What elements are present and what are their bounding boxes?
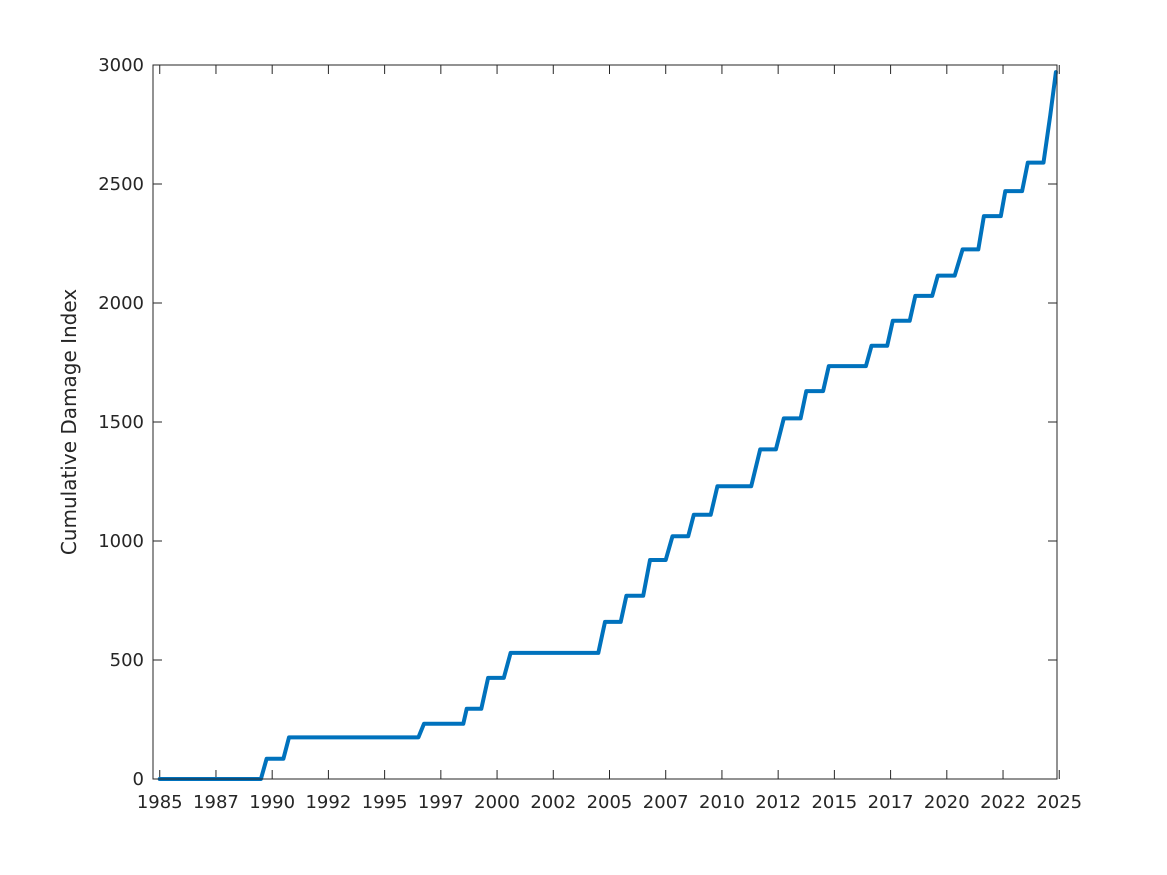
plot-frame <box>152 64 1058 780</box>
x-tick-label: 1992 <box>305 792 351 813</box>
x-tick-label: 1997 <box>418 792 464 813</box>
y-axis-label: Cumulative Damage Index <box>57 289 81 555</box>
x-tick-label: 2017 <box>868 792 914 813</box>
x-tick-label: 2010 <box>699 792 745 813</box>
x-tick-label: 1985 <box>137 792 183 813</box>
x-tick-label: 2022 <box>980 792 1026 813</box>
x-tick-label: 2012 <box>755 792 801 813</box>
x-tick-label: 2005 <box>587 792 633 813</box>
x-tick-label: 2015 <box>811 792 857 813</box>
x-tick-label: 2002 <box>530 792 576 813</box>
series-line-1 <box>157 70 1058 781</box>
x-tick-label: 2000 <box>474 792 520 813</box>
series-layer <box>157 70 1058 781</box>
y-tick-label: 500 <box>110 650 144 671</box>
x-tick-label: 2020 <box>924 792 970 813</box>
y-tick-label: 1000 <box>98 531 144 552</box>
y-tick-label: 0 <box>133 769 144 790</box>
x-axis-tick-labels: 1985 1987 1990 1992 1995 1997 2000 2002 2005 2007… <box>137 792 1082 813</box>
y-tick-label: 1500 <box>98 412 144 433</box>
x-tick-label: 1995 <box>362 792 408 813</box>
y-tick-label: 2500 <box>98 174 144 195</box>
x-axis-ticks <box>159 65 1060 779</box>
x-tick-label: 2007 <box>643 792 689 813</box>
y-axis-tick-labels: 0 500 1000 1500 2000 2500 3000 <box>98 55 144 790</box>
y-tick-label: 2000 <box>98 293 144 314</box>
plot-background <box>153 65 1057 779</box>
x-tick-label: 1987 <box>193 792 239 813</box>
x-tick-label: 1990 <box>249 792 295 813</box>
y-tick-label: 3000 <box>98 55 144 76</box>
x-tick-label: 2025 <box>1036 792 1082 813</box>
